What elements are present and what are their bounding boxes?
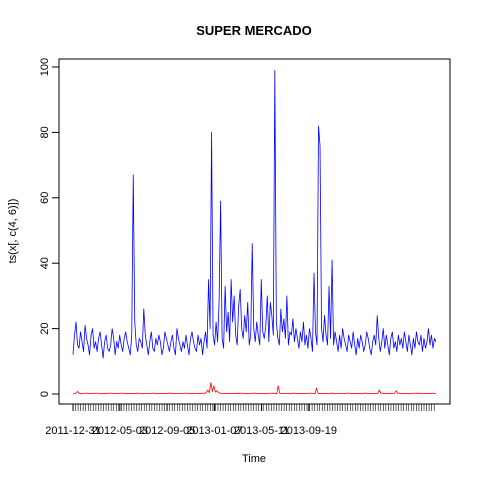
x-tick-label: 2012-05-03 [92, 425, 148, 437]
y-tick-label: 20 [39, 322, 51, 334]
y-tick-label: 40 [39, 257, 51, 269]
x-tick-label: 2013-09-19 [281, 425, 337, 437]
y-tick-label: 80 [39, 126, 51, 138]
y-axis: 0 20 40 60 80 100 [39, 58, 60, 397]
series-layer [72, 69, 437, 395]
x-tick-label: 2013-01-07 [186, 425, 242, 437]
x-tick-label: 2012-09-05 [139, 425, 195, 437]
plot-frame [58, 58, 451, 405]
x-axis: 2011-12-312012-05-032012-09-052013-01-07… [45, 403, 436, 437]
series-line-1 [72, 382, 437, 395]
y-tick-label: 0 [39, 391, 51, 397]
y-axis-label: ts(x[, c(4, 6)]) [7, 199, 19, 264]
chart-title: SUPER MERCADO [196, 23, 312, 38]
y-tick-label: 100 [39, 58, 51, 76]
x-tick-label: 2013-05-11 [234, 425, 289, 437]
y-tick-label: 60 [39, 192, 51, 204]
x-tick-label: 2011-12-31 [45, 425, 100, 437]
series-line-0 [72, 69, 437, 359]
x-axis-label: Time [242, 453, 266, 465]
